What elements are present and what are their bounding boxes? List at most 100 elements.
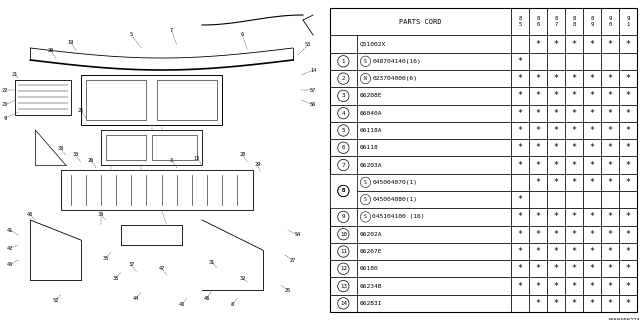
Text: *: * xyxy=(607,178,612,187)
Text: *: * xyxy=(554,92,558,100)
Text: *: * xyxy=(589,264,595,273)
Bar xyxy=(547,277,565,295)
Text: 56: 56 xyxy=(310,102,316,108)
Bar xyxy=(565,139,583,156)
Bar xyxy=(619,208,637,226)
Bar xyxy=(529,156,547,174)
Bar xyxy=(601,226,619,243)
Text: *: * xyxy=(517,161,522,170)
Bar xyxy=(565,122,583,139)
Text: 8
8: 8 8 xyxy=(572,16,575,27)
Text: 5: 5 xyxy=(130,33,133,37)
Bar xyxy=(330,87,357,105)
Text: *: * xyxy=(572,126,577,135)
Text: *: * xyxy=(517,230,522,239)
Bar xyxy=(619,122,637,139)
Bar xyxy=(583,156,601,174)
Bar xyxy=(547,174,565,191)
Text: *: * xyxy=(554,299,558,308)
Text: 38: 38 xyxy=(58,146,64,150)
Bar xyxy=(330,208,357,226)
Text: 8: 8 xyxy=(231,302,234,308)
Bar xyxy=(529,191,547,208)
Bar xyxy=(357,53,511,70)
Text: *: * xyxy=(517,57,522,66)
Bar xyxy=(330,36,357,53)
Text: *: * xyxy=(554,247,558,256)
Text: *: * xyxy=(625,39,630,49)
Text: *: * xyxy=(517,92,522,100)
Bar xyxy=(511,70,529,87)
Bar xyxy=(565,174,583,191)
Text: *: * xyxy=(625,109,630,118)
Text: 14: 14 xyxy=(310,68,316,73)
Text: *: * xyxy=(554,178,558,187)
Text: *: * xyxy=(572,247,577,256)
Text: 41: 41 xyxy=(7,228,13,233)
Bar xyxy=(529,105,547,122)
Bar xyxy=(583,208,601,226)
Text: *: * xyxy=(607,126,612,135)
Bar xyxy=(601,53,619,70)
Bar xyxy=(511,105,529,122)
Bar xyxy=(601,260,619,277)
Bar xyxy=(619,70,637,87)
Text: *: * xyxy=(535,126,540,135)
Bar xyxy=(511,226,529,243)
Bar xyxy=(601,174,619,191)
Bar xyxy=(565,70,583,87)
Text: 19: 19 xyxy=(68,39,74,44)
Bar xyxy=(583,8,601,36)
Text: *: * xyxy=(572,143,577,152)
Bar xyxy=(601,277,619,295)
Text: 7: 7 xyxy=(170,28,173,33)
Text: *: * xyxy=(589,109,595,118)
Bar xyxy=(511,277,529,295)
Text: 66203A: 66203A xyxy=(360,163,382,168)
Text: 29: 29 xyxy=(255,163,260,167)
Text: *: * xyxy=(554,39,558,49)
Bar xyxy=(529,53,547,70)
Text: *: * xyxy=(607,247,612,256)
Bar xyxy=(619,105,637,122)
Text: 1: 1 xyxy=(342,59,345,64)
Text: *: * xyxy=(589,143,595,152)
Text: *: * xyxy=(517,282,522,291)
Bar xyxy=(601,105,619,122)
Text: *: * xyxy=(625,161,630,170)
Text: *: * xyxy=(607,282,612,291)
Bar xyxy=(565,260,583,277)
Text: *: * xyxy=(607,230,612,239)
Bar xyxy=(529,226,547,243)
Bar xyxy=(547,156,565,174)
Text: *: * xyxy=(535,230,540,239)
Bar xyxy=(619,295,637,312)
Text: *: * xyxy=(517,195,522,204)
Text: 66180: 66180 xyxy=(360,266,378,271)
Text: 31: 31 xyxy=(209,260,215,265)
Bar xyxy=(547,122,565,139)
Text: 023704000(6): 023704000(6) xyxy=(372,76,417,81)
Bar xyxy=(583,87,601,105)
Bar xyxy=(529,139,547,156)
Text: *: * xyxy=(625,264,630,273)
Bar xyxy=(619,139,637,156)
Text: 13: 13 xyxy=(340,284,347,289)
Text: *: * xyxy=(625,126,630,135)
Bar xyxy=(357,139,511,156)
Text: 47: 47 xyxy=(159,266,164,270)
Bar xyxy=(619,260,637,277)
Text: *: * xyxy=(607,161,612,170)
Text: 43: 43 xyxy=(7,262,13,268)
Bar xyxy=(583,105,601,122)
Text: 27: 27 xyxy=(290,258,296,262)
Text: *: * xyxy=(589,178,595,187)
Bar xyxy=(583,139,601,156)
Bar xyxy=(330,53,357,70)
Text: 8: 8 xyxy=(342,188,345,194)
Text: 3: 3 xyxy=(342,93,345,98)
Bar xyxy=(547,139,565,156)
Bar xyxy=(547,226,565,243)
Bar xyxy=(565,226,583,243)
Bar xyxy=(511,139,529,156)
